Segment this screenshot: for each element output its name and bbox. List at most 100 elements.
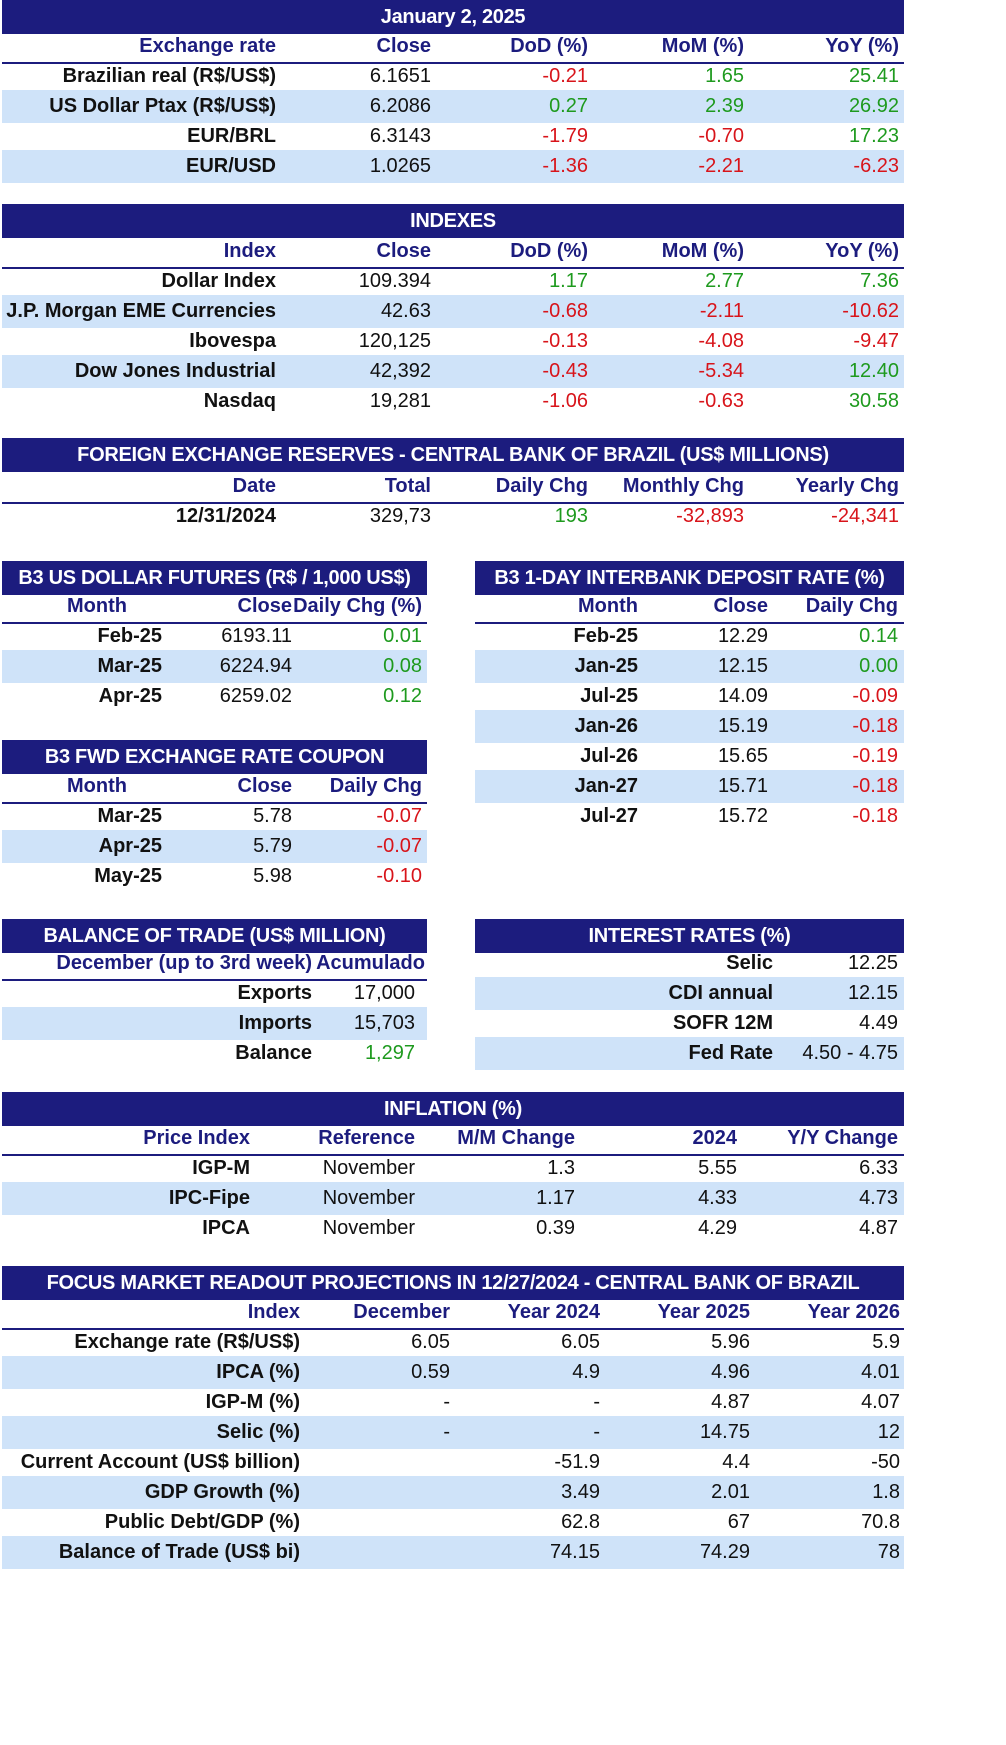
focus-cell: GDP Growth (%) bbox=[144, 1481, 300, 1503]
focus-row: IGP-M (%) - - 4.87 4.07 bbox=[2, 1386, 904, 1419]
coupon-row: Mar-25 5.78 -0.07 bbox=[2, 800, 427, 833]
focus-cell: 0.59 bbox=[411, 1361, 450, 1383]
indexes-row: Nasdaq 19,281 -1.06 -0.63 30.58 bbox=[2, 385, 904, 418]
inflation-title: INFLATION (%) bbox=[2, 1092, 904, 1126]
interest-title: INTEREST RATES (%) bbox=[475, 919, 904, 953]
inflation-cell: 4.73 bbox=[859, 1187, 898, 1209]
exchange-row: EUR/USD 1.0265 -1.36 -2.21 -6.23 bbox=[2, 150, 904, 183]
focus-cell: 4.9 bbox=[572, 1361, 600, 1383]
focus-cell: Exchange rate (R$/US$) bbox=[74, 1331, 300, 1353]
exchange-cell: 6.1651 bbox=[369, 65, 431, 87]
interbank-cell: 12.29 bbox=[717, 625, 768, 647]
indexes-header-col-3: MoM (%) bbox=[661, 240, 744, 262]
indexes-cell: 19,281 bbox=[369, 390, 431, 412]
focus-header-col-0: Index bbox=[247, 1301, 300, 1323]
reserves-cell: -24,341 bbox=[831, 505, 899, 527]
inflation-cell: IGP-M bbox=[192, 1157, 250, 1179]
reserves-cell: 193 bbox=[554, 505, 588, 527]
focus-cell: 5.9 bbox=[872, 1331, 900, 1353]
focus-row: Current Account (US$ billion) -51.9 4.4 -50 bbox=[2, 1446, 904, 1479]
futures-cell: 6193.11 bbox=[221, 625, 292, 647]
focus-cell: - bbox=[593, 1391, 600, 1413]
inflation-cell: 4.33 bbox=[698, 1187, 737, 1209]
interbank-row: Jan-27 15.71 -0.18 bbox=[475, 770, 904, 803]
indexes-row: Ibovespa 120,125 -0.13 -4.08 -9.47 bbox=[2, 325, 904, 358]
focus-header-col-1: December bbox=[353, 1301, 450, 1323]
trade-row: Imports 15,703 bbox=[2, 1007, 427, 1040]
coupon-cell: -0.07 bbox=[376, 805, 422, 827]
indexes-cell: -4.08 bbox=[698, 330, 744, 352]
focus-cell: - bbox=[593, 1421, 600, 1443]
indexes-cell: -2.11 bbox=[699, 300, 744, 322]
focus-cell: Current Account (US$ billion) bbox=[20, 1451, 300, 1473]
interbank-cell: -0.18 bbox=[852, 775, 898, 797]
coupon-cell: -0.10 bbox=[376, 865, 422, 887]
exchange-header-col-4: YoY (%) bbox=[825, 35, 899, 57]
interbank-cell: 0.00 bbox=[859, 655, 898, 677]
exchange-cell: -1.36 bbox=[542, 155, 588, 177]
focus-cell: 12 bbox=[877, 1421, 900, 1443]
inflation-header-col-0: Price Index bbox=[143, 1127, 250, 1149]
focus-row: Selic (%) - - 14.75 12 bbox=[2, 1416, 904, 1449]
trade-header: December (up to 3rd week) Acumulado bbox=[2, 947, 427, 981]
interest-cell: 4.50 - 4.75 bbox=[802, 1042, 898, 1064]
exchange-header-col-0: Exchange rate bbox=[139, 35, 276, 57]
focus-title: FOCUS MARKET READOUT PROJECTIONS IN 12/2… bbox=[2, 1266, 904, 1300]
inflation-header-col-1: Reference bbox=[318, 1127, 415, 1149]
focus-cell: 4.07 bbox=[861, 1391, 900, 1413]
indexes-cell: 120,125 bbox=[358, 330, 431, 352]
reserves-title: FOREIGN EXCHANGE RESERVES - CENTRAL BANK… bbox=[2, 438, 904, 472]
indexes-cell: Dollar Index bbox=[161, 270, 276, 292]
focus-cell: 74.15 bbox=[549, 1541, 600, 1563]
indexes-cell: 42,392 bbox=[369, 360, 431, 382]
indexes-header-col-4: YoY (%) bbox=[825, 240, 899, 262]
focus-cell: 4.96 bbox=[711, 1361, 750, 1383]
inflation-header-col-4: Y/Y Change bbox=[787, 1127, 898, 1149]
interbank-header: Month Close Daily Chg bbox=[475, 590, 904, 624]
exchange-cell: 1.0265 bbox=[369, 155, 431, 177]
coupon-row: May-25 5.98 -0.10 bbox=[2, 860, 427, 893]
interbank-cell: Feb-25 bbox=[573, 625, 638, 647]
inflation-header-col-3: 2024 bbox=[692, 1127, 738, 1149]
indexes-cell: 2.77 bbox=[705, 270, 744, 292]
interbank-header-col-1: Close bbox=[713, 595, 768, 617]
interbank-cell: 12.15 bbox=[717, 655, 768, 677]
indexes-cell: -0.13 bbox=[542, 330, 588, 352]
focus-cell: 4.4 bbox=[722, 1451, 750, 1473]
futures-row: Feb-25 6193.11 0.01 bbox=[2, 620, 427, 653]
focus-cell: Balance of Trade (US$ bi) bbox=[58, 1541, 300, 1563]
focus-row: IPCA (%) 0.59 4.9 4.96 4.01 bbox=[2, 1356, 904, 1389]
indexes-cell: J.P. Morgan EME Currencies bbox=[6, 300, 276, 322]
exchange-cell: US Dollar Ptax (R$/US$) bbox=[49, 95, 276, 117]
interbank-cell: Jan-27 bbox=[574, 775, 638, 797]
interbank-cell: 14.09 bbox=[717, 685, 768, 707]
reserves-header-col-3: Monthly Chg bbox=[622, 475, 744, 497]
exchange-cell: 1.65 bbox=[705, 65, 744, 87]
futures-cell: 0.12 bbox=[383, 685, 422, 707]
focus-cell: 74.29 bbox=[699, 1541, 750, 1563]
interest-cell: Fed Rate bbox=[688, 1042, 773, 1064]
reserves-header-col-0: Date bbox=[232, 475, 276, 497]
indexes-cell: -0.63 bbox=[698, 390, 744, 412]
interbank-cell: -0.18 bbox=[852, 805, 898, 827]
indexes-row: Dow Jones Industrial 42,392 -0.43 -5.34 12.4… bbox=[2, 355, 904, 388]
inflation-cell: November bbox=[322, 1157, 415, 1179]
coupon-header-col-1: Close bbox=[237, 775, 292, 797]
futures-cell: Apr-25 bbox=[98, 685, 162, 707]
report-date-title: January 2, 2025 bbox=[2, 0, 904, 34]
focus-cell: - bbox=[443, 1421, 450, 1443]
interest-cell: Selic bbox=[726, 952, 773, 974]
interbank-cell: -0.18 bbox=[852, 715, 898, 737]
focus-cell: Public Debt/GDP (%) bbox=[104, 1511, 300, 1533]
focus-row: GDP Growth (%) 3.49 2.01 1.8 bbox=[2, 1476, 904, 1509]
focus-header-col-3: Year 2025 bbox=[657, 1301, 750, 1323]
interbank-cell: Jul-26 bbox=[580, 745, 638, 767]
interest-row: Selic 12.25 bbox=[475, 947, 904, 980]
reserves-header: Date Total Daily Chg Monthly Chg Yearly Chg bbox=[2, 470, 904, 504]
interbank-header-col-0: Month bbox=[578, 595, 638, 617]
interbank-row: Jan-26 15.19 -0.18 bbox=[475, 710, 904, 743]
focus-cell: -51.9 bbox=[554, 1451, 600, 1473]
exchange-cell: 25.41 bbox=[848, 65, 899, 87]
indexes-cell: Ibovespa bbox=[189, 330, 276, 352]
interbank-cell: 0.14 bbox=[859, 625, 898, 647]
